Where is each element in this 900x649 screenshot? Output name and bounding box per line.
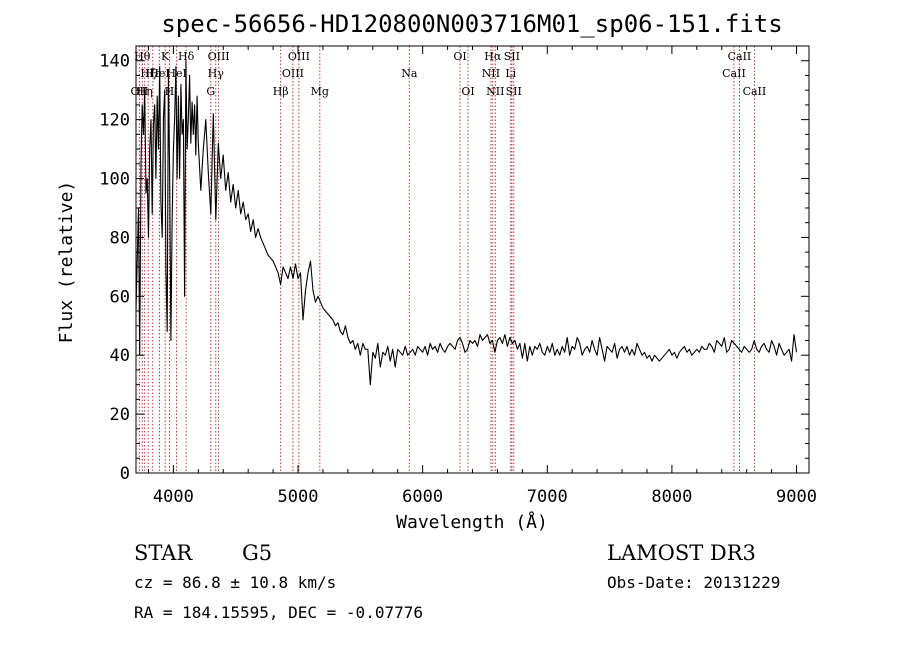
- x-axis: 4000 5000 6000 7000 8000 9000: [147, 46, 817, 507]
- y-tick-label: 60: [110, 287, 130, 307]
- y-tick-label: 0: [120, 464, 130, 484]
- obs-date: Obs-Date: 20131229: [607, 573, 780, 592]
- reference-line-label: Mg: [311, 85, 329, 98]
- spectral-subclass: G5: [242, 541, 272, 565]
- x-tick-label: 6000: [402, 487, 443, 507]
- reference-line-label: Na: [401, 67, 418, 80]
- y-tick-label: 140: [99, 52, 130, 72]
- x-tick-label: 9000: [776, 487, 817, 507]
- y-tick-label: 100: [99, 170, 130, 190]
- x-tick-label: 5000: [278, 487, 319, 507]
- reference-line-label: OIII: [282, 67, 304, 80]
- y-tick-label: 120: [99, 111, 130, 131]
- reference-line-label: K: [161, 50, 170, 63]
- x-tick-label: 4000: [153, 487, 194, 507]
- reference-line-label: Hβ: [273, 85, 289, 98]
- reference-line-label: HeI: [166, 67, 186, 80]
- y-tick-label: 80: [110, 228, 130, 248]
- reference-lines: [138, 46, 755, 473]
- reference-line-labels: OIIHθHηHζHεHeIKHHeIHδGHγOIIIHβOIIIOIIIMg…: [131, 50, 767, 98]
- reference-line-label: NII: [482, 67, 500, 80]
- reference-line-label: OII: [131, 85, 149, 98]
- plot-frame: [135, 45, 810, 474]
- y-axis: 0 20 40 60 80 100 120 140: [99, 52, 809, 484]
- coordinates: RA = 184.15595, DEC = -0.07776: [134, 603, 423, 622]
- y-tick-label: 20: [110, 405, 130, 425]
- reference-line-label: Hε: [145, 67, 161, 80]
- reference-line-label: H: [165, 85, 175, 98]
- reference-line-label: OI: [461, 85, 474, 98]
- spectrum-line: [135, 60, 798, 386]
- reference-line-label: SII: [504, 50, 520, 63]
- y-axis-title: Flux (relative): [56, 181, 77, 344]
- object-class: STAR: [134, 541, 193, 565]
- reference-line-label: Li: [505, 67, 516, 80]
- x-tick-label: 8000: [651, 487, 692, 507]
- info-panel: STAR G5 LAMOST DR3 cz = 86.8 ± 10.8 km/s…: [134, 541, 780, 622]
- y-tick-label: 40: [110, 346, 130, 366]
- reference-line-label: CaII: [728, 50, 752, 63]
- survey-name: LAMOST DR3: [607, 541, 756, 565]
- reference-line-label: Hθ: [134, 50, 151, 63]
- reference-line-label: G: [206, 85, 215, 98]
- x-axis-title: Wavelength (Å): [396, 511, 548, 533]
- reference-line-label: Hγ: [208, 67, 225, 80]
- reference-line-label: Hζ: [140, 67, 156, 80]
- reference-line-label: CaII: [722, 67, 746, 80]
- reference-line-label: OIII: [208, 50, 230, 63]
- x-tick-label: 7000: [527, 487, 568, 507]
- reference-line-label: OIII: [288, 50, 310, 63]
- reference-line-label: SII: [506, 85, 522, 98]
- reference-line-label: Hδ: [178, 50, 195, 63]
- redshift-value: cz = 86.8 ± 10.8 km/s: [134, 573, 336, 592]
- chart-title: spec-56656-HD120800N003716M01_sp06-151.f…: [161, 10, 782, 38]
- reference-line-label: NII: [486, 85, 504, 98]
- reference-line-label: CaII: [743, 85, 767, 98]
- reference-line-label: OI: [453, 50, 466, 63]
- reference-line-label: Hα: [484, 50, 502, 63]
